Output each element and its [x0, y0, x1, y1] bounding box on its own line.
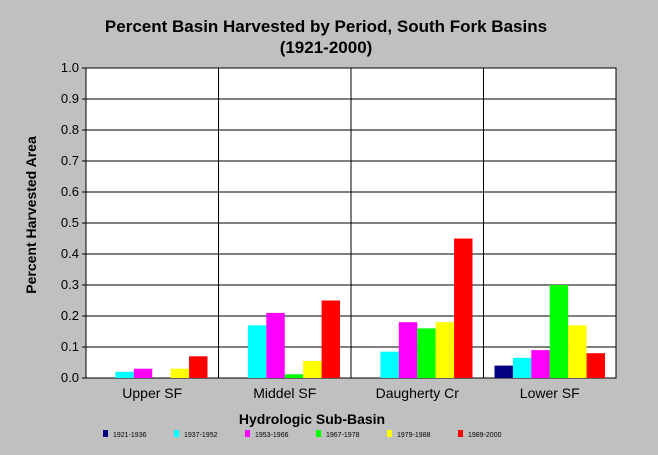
bars [115, 238, 605, 378]
y-tick-label: 0.2 [61, 308, 79, 323]
legend-swatch [387, 430, 392, 437]
bar-1937-1952 [512, 357, 532, 378]
y-tick-label: 0.8 [61, 122, 79, 137]
chart-title: Percent Basin Harvested by Period, South… [105, 17, 547, 36]
bar-1953-1966 [398, 322, 418, 378]
bar-1967-1978 [549, 285, 569, 378]
legend-label: 1937-1952 [184, 432, 218, 439]
x-category-label: Daugherty Cr [376, 385, 460, 401]
legend-label: 1979-1988 [397, 432, 431, 439]
x-axis-labels: Upper SF Middel SF Daugherty Cr Lower SF [122, 385, 579, 401]
grid-lines [86, 68, 616, 378]
y-axis-title: Percent Harvested Area [23, 136, 39, 294]
legend-swatch [458, 430, 463, 437]
bar-1989-2000 [321, 300, 340, 378]
y-tick-label: 0.0 [61, 370, 79, 385]
x-category-label: Upper SF [122, 385, 182, 401]
legend-swatch [245, 430, 250, 437]
legend-swatch [103, 430, 108, 437]
y-tick-label: 0.9 [61, 91, 79, 106]
legend-label: 1921-1936 [113, 432, 147, 439]
bar-1979-1988 [170, 368, 190, 378]
bar-1953-1966 [531, 350, 550, 378]
bar-1937-1952 [247, 325, 267, 378]
bar-1989-2000 [189, 356, 208, 378]
bar-1921-1936 [494, 365, 513, 378]
legend: 1921-1936 1937-1952 1953-1966 1967-1978 1979… [103, 430, 502, 439]
bar-1967-1978 [417, 328, 436, 378]
bar-1979-1988 [303, 360, 322, 378]
y-tick-label: 0.1 [61, 339, 79, 354]
y-axis-ticks: 0.0 0.1 0.2 0.3 0.4 0.5 0.6 0.7 0.8 0.9 1.0 [61, 60, 86, 385]
bar-1953-1966 [133, 368, 153, 378]
legend-swatch [174, 430, 179, 437]
bar-1937-1952 [115, 371, 134, 378]
bar-1937-1952 [380, 351, 399, 378]
x-axis-title: Hydrologic Sub-Basin [239, 411, 385, 427]
legend-label: 1967-1978 [326, 432, 360, 439]
x-category-label: Middel SF [253, 385, 316, 401]
y-tick-label: 0.6 [61, 184, 79, 199]
y-tick-label: 0.3 [61, 277, 79, 292]
legend-label: 1953-1966 [255, 432, 289, 439]
y-tick-label: 0.7 [61, 153, 79, 168]
y-tick-label: 0.4 [61, 246, 79, 261]
legend-label: 1989-2000 [468, 432, 502, 439]
bar-1979-1988 [435, 322, 455, 378]
bar-1953-1966 [266, 312, 285, 378]
y-tick-label: 1.0 [61, 60, 79, 75]
x-category-label: Lower SF [520, 385, 580, 401]
y-tick-label: 0.5 [61, 215, 79, 230]
bar-1989-2000 [454, 238, 473, 378]
bar-1989-2000 [586, 353, 605, 378]
bar-1979-1988 [568, 325, 587, 378]
chart-subtitle: (1921-2000) [280, 38, 373, 57]
legend-swatch [316, 430, 321, 437]
bar-1967-1978 [284, 374, 304, 378]
